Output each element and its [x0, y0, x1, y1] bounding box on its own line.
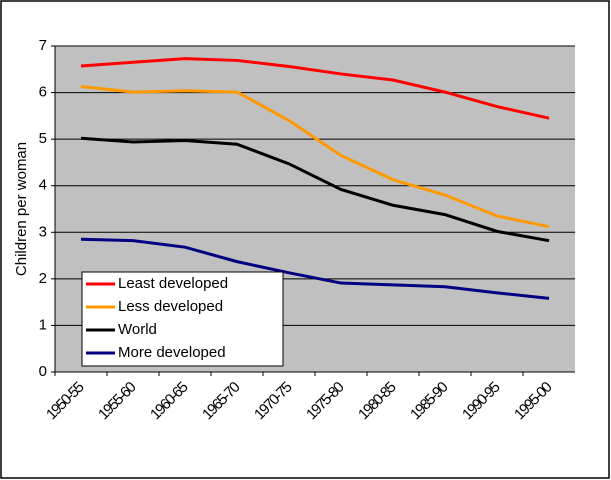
y-tick-label: 7 [39, 37, 47, 54]
y-tick-label: 5 [39, 130, 47, 147]
y-tick-label: 0 [39, 363, 47, 380]
y-tick-label: 3 [39, 223, 47, 240]
legend-label: More developed [118, 344, 226, 361]
series-line [80, 136, 550, 243]
y-tick-label: 6 [39, 84, 47, 101]
legend-label: Less developed [118, 298, 223, 315]
y-tick-label: 4 [39, 177, 47, 194]
series-line [80, 85, 550, 229]
series-line [80, 237, 550, 300]
legend-label: World [118, 321, 157, 338]
y-axis-label: Children per woman [13, 142, 30, 276]
y-tick-label: 1 [39, 316, 47, 333]
series-line [80, 57, 550, 120]
y-tick-label: 2 [39, 270, 47, 287]
legend-label: Least developed [118, 275, 228, 292]
legend-box [81, 271, 284, 367]
